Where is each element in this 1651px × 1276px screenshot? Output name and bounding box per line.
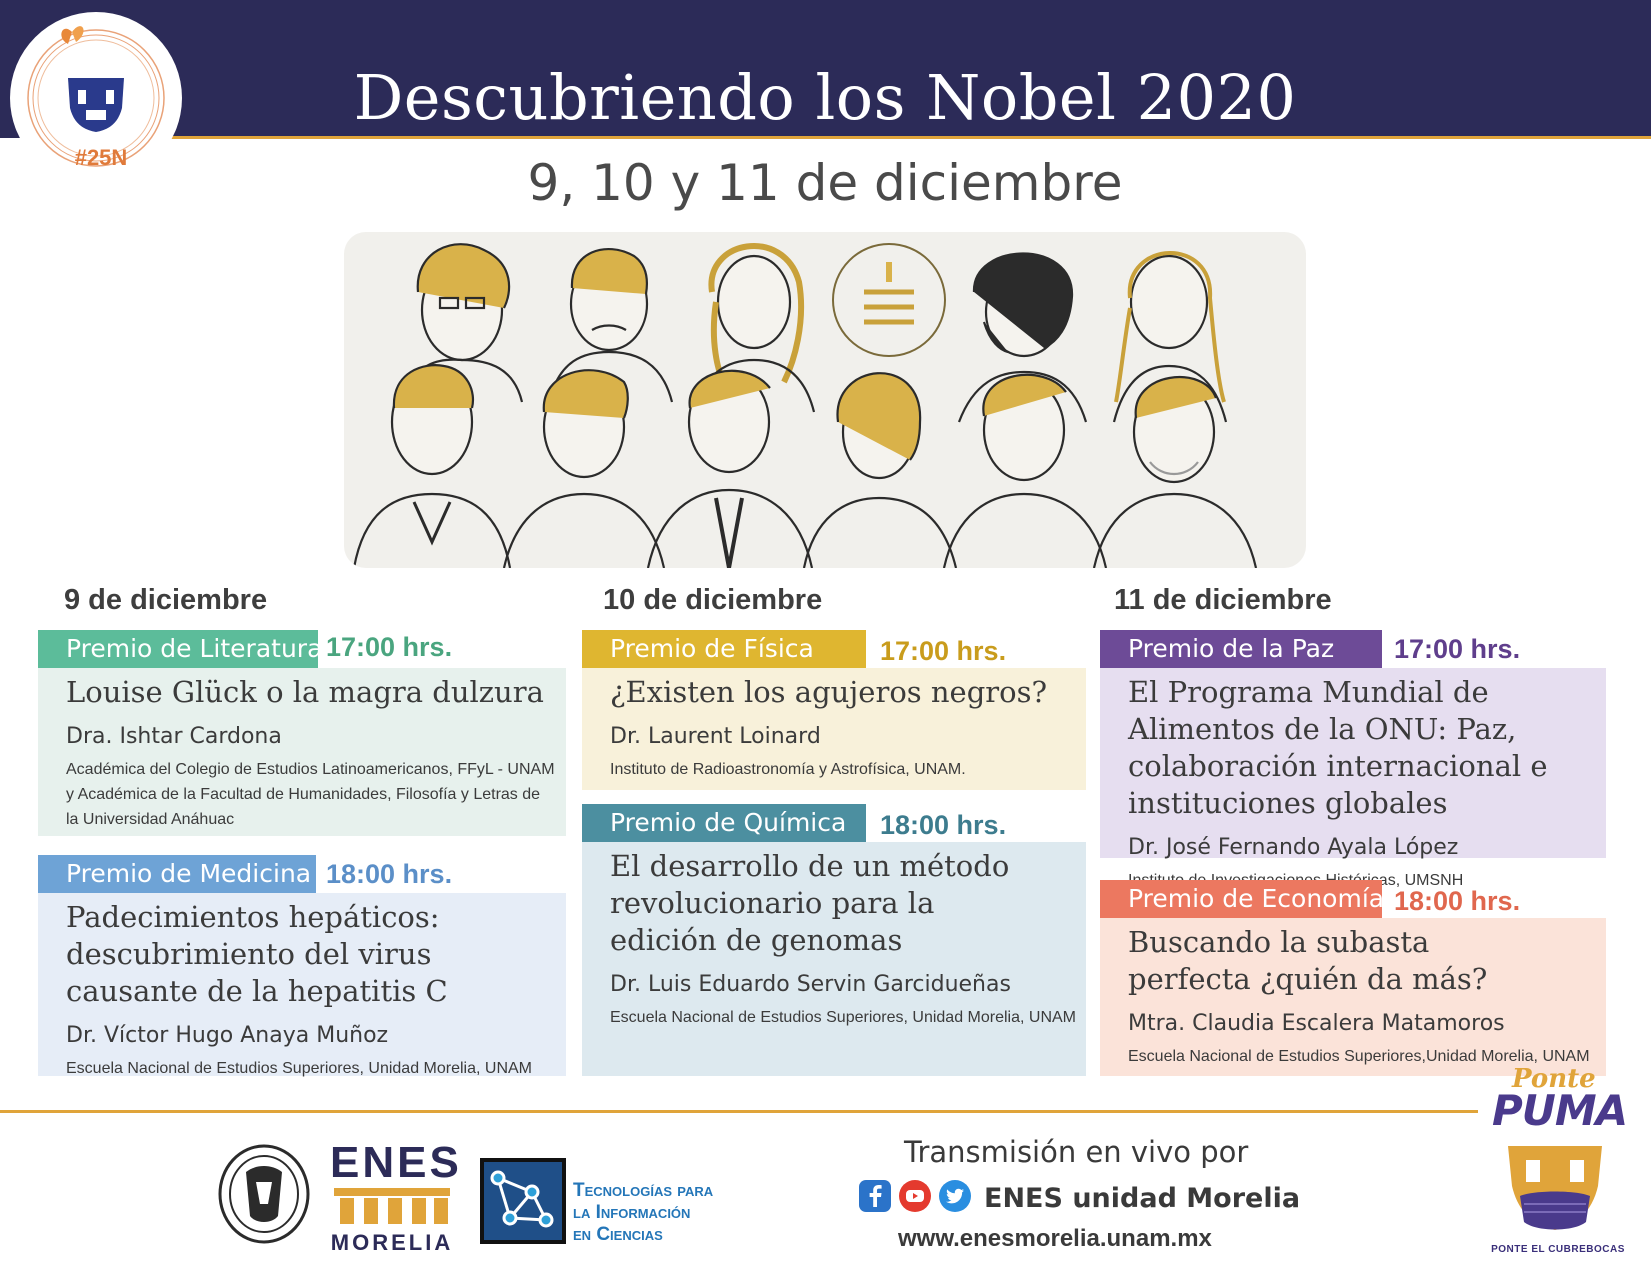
prize-tag-economia: Premio de Economía: [1100, 880, 1384, 918]
prize-tag-quimica: Premio de Química: [582, 804, 866, 842]
event-dates: 9, 10 y 11 de diciembre: [527, 154, 1123, 212]
laureates-portraits-icon: [352, 243, 1258, 568]
puma-badge-icon: [27, 26, 165, 167]
event-card-literatura: Louise Glück o la magra dulzura Dra. Ish…: [38, 668, 566, 836]
twitter-icon[interactable]: [938, 1179, 972, 1218]
event-title: Padecimientos hepáticos: descubrimiento …: [66, 900, 448, 1008]
tic-line-1: Tecnologías para: [573, 1180, 714, 1201]
event-time: 17:00 hrs.: [326, 632, 453, 662]
speaker-name: Dr. José Fernando Ayala López: [1128, 835, 1459, 860]
ponte-text: Ponte: [1512, 1064, 1596, 1094]
prize-tag-medicina: Premio de Medicina: [38, 855, 316, 893]
facebook-icon[interactable]: [858, 1179, 892, 1218]
event-title: El desarrollo de un método revolucionari…: [610, 849, 1010, 957]
event-card-quimica: El desarrollo de un método revolucionari…: [582, 842, 1086, 1076]
prize-tag-literatura: Premio de Literatura: [38, 630, 322, 668]
prize-tag-paz: Premio de la Paz: [1100, 630, 1382, 668]
enes-wordmark: ENES: [330, 1138, 462, 1187]
event-time: 17:00 hrs.: [1394, 634, 1521, 664]
enes-columns-icon: [334, 1188, 450, 1224]
header-divider: [170, 136, 1651, 139]
event-time: 18:00 hrs.: [326, 859, 453, 889]
puma-mask-icon: [1508, 1146, 1602, 1230]
tic-line-3: en Ciencias: [573, 1224, 663, 1245]
social-account-name[interactable]: ENES unidad Morelia: [984, 1182, 1301, 1214]
morelia-wordmark: MORELIA: [330, 1230, 454, 1255]
enes-morelia-logo: ENES MORELIA: [330, 1138, 462, 1255]
unam-seal-logo: [216, 1142, 312, 1246]
website-link[interactable]: www.enesmorelia.unam.mx: [898, 1225, 1212, 1252]
event-title: ¿Existen los agujeros negros?: [610, 675, 1048, 709]
speaker-name: Dra. Ishtar Cardona: [66, 724, 282, 749]
event-title: El Programa Mundial de Alimentos de la O…: [1128, 675, 1548, 820]
ponte-puma-badge: Ponte PUMA PONTE EL CUBREBOCAS: [1478, 1064, 1638, 1264]
cubrebocas-text: PONTE EL CUBREBOCAS: [1491, 1244, 1625, 1255]
puma-text: PUMA: [1492, 1086, 1628, 1135]
speaker-affiliation: Escuela Nacional de Estudios Superiores,…: [66, 1060, 532, 1077]
prize-tag-fisica: Premio de Física: [582, 630, 866, 668]
tic-line-2: la Información: [573, 1202, 691, 1223]
footer-divider: [0, 1110, 1478, 1113]
nobel-laureates-illustration: [344, 232, 1306, 568]
speaker-affiliation: Instituto de Radioastronomía y Astrofísi…: [610, 761, 966, 778]
speaker-name: Dr. Luis Eduardo Servin Garcidueñas: [610, 972, 1011, 997]
unam-puma-logo: [10, 12, 182, 184]
event-time: 18:00 hrs.: [1394, 886, 1521, 916]
event-time: 18:00 hrs.: [880, 810, 1007, 840]
day-heading-9: 9 de diciembre: [64, 584, 268, 616]
youtube-icon[interactable]: [898, 1179, 932, 1218]
social-row: ENES unidad Morelia: [858, 1179, 1301, 1218]
event-time: 17:00 hrs.: [880, 636, 1007, 666]
day-heading-11: 11 de diciembre: [1114, 584, 1332, 616]
hashtag-label: #25N: [74, 145, 128, 170]
tic-wordmark: Tecnologías para la Información en Cienc…: [573, 1180, 713, 1246]
event-card-medicina: Padecimientos hepáticos: descubrimiento …: [38, 893, 566, 1077]
speaker-affiliation: Escuela Nacional de Estudios Superiores,…: [1128, 1048, 1590, 1065]
page-title: Descubriendo los Nobel 2020: [353, 61, 1297, 134]
day-heading-10: 10 de diciembre: [603, 584, 823, 616]
header-banner: [0, 0, 1651, 138]
speaker-affiliation: Académica del Colegio de Estudios Latino…: [66, 761, 555, 828]
event-title: Louise Glück o la magra dulzura: [66, 675, 544, 709]
tic-network-logo: [480, 1158, 566, 1244]
speaker-name: Mtra. Claudia Escalera Matamoros: [1128, 1011, 1505, 1036]
event-title: Buscando la subasta perfecta ¿quién da m…: [1128, 925, 1488, 996]
event-card-paz: El Programa Mundial de Alimentos de la O…: [1100, 668, 1606, 889]
network-icon: [480, 1158, 566, 1244]
speaker-affiliation: Escuela Nacional de Estudios Superiores,…: [610, 1009, 1076, 1026]
event-card-economia: Buscando la subasta perfecta ¿quién da m…: [1100, 918, 1606, 1076]
speaker-name: Dr. Víctor Hugo Anaya Muñoz: [66, 1023, 389, 1048]
unam-seal-icon: [218, 1144, 310, 1244]
stream-label: Transmisión en vivo por: [904, 1135, 1249, 1169]
event-card-fisica: ¿Existen los agujeros negros? Dr. Lauren…: [582, 668, 1086, 790]
speaker-name: Dr. Laurent Loinard: [610, 724, 821, 749]
